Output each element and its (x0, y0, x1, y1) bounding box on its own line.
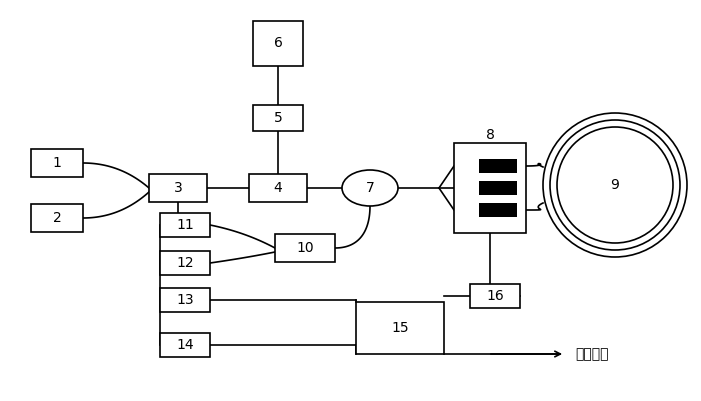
Bar (479, 159, 517, 173)
Text: 10: 10 (297, 241, 314, 255)
Text: 7: 7 (366, 181, 374, 195)
Bar (253, 20, 303, 65)
Bar (31, 204, 83, 232)
Text: 5: 5 (273, 111, 283, 125)
Bar (479, 181, 517, 195)
Text: 9: 9 (611, 178, 620, 192)
Bar (149, 174, 207, 202)
Bar (275, 234, 335, 262)
Bar (249, 174, 307, 202)
Bar (31, 149, 83, 177)
Text: 13: 13 (176, 293, 193, 307)
Text: 4: 4 (273, 181, 283, 195)
Text: 11: 11 (176, 218, 194, 232)
Text: 16: 16 (486, 289, 504, 303)
Bar (160, 333, 210, 357)
Bar (160, 288, 210, 312)
Text: 6: 6 (273, 36, 283, 50)
Text: 2: 2 (53, 211, 62, 225)
Text: 12: 12 (176, 256, 193, 270)
Bar (160, 213, 210, 237)
Text: 陀螺输出: 陀螺输出 (575, 347, 608, 361)
Bar (454, 143, 526, 233)
Circle shape (570, 140, 660, 230)
Text: 14: 14 (176, 338, 193, 352)
Bar (470, 284, 520, 308)
Text: 3: 3 (174, 181, 182, 195)
Bar (160, 251, 210, 275)
Text: 8: 8 (486, 128, 494, 142)
Bar (356, 302, 444, 354)
Ellipse shape (342, 170, 398, 206)
Bar (253, 105, 303, 131)
Text: 1: 1 (53, 156, 62, 170)
Bar (479, 203, 517, 217)
Text: 15: 15 (391, 321, 409, 335)
